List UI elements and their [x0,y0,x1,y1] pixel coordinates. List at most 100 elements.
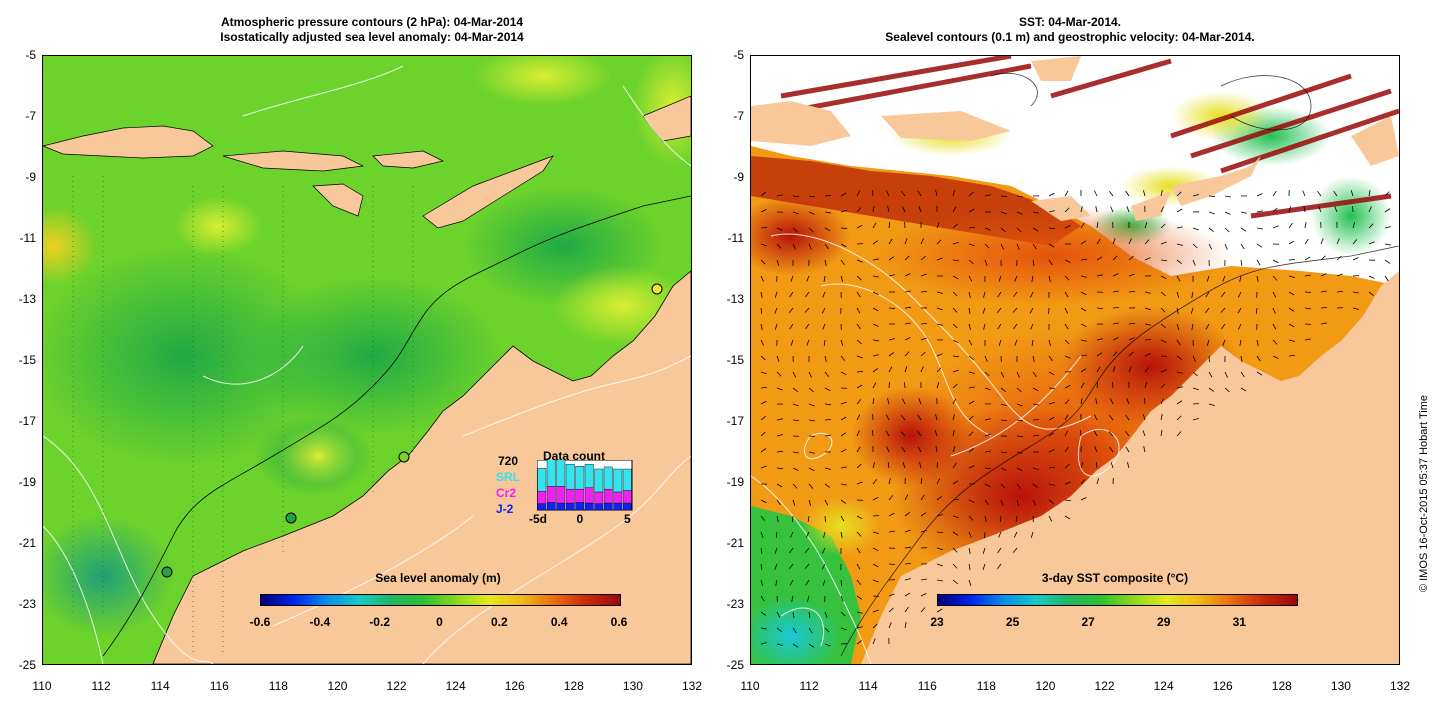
right-lon-tick: 128 [1271,679,1292,693]
velocity-arrow [760,275,764,282]
velocity-arrow [888,593,895,597]
imos-credit: © IMOS 16-Oct-2015 05:37 Hobart Time [1418,395,1430,593]
velocity-arrow [774,307,778,314]
velocity-arrow [776,434,783,437]
velocity-arrow [776,227,783,231]
velocity-arrow [808,467,815,472]
velocity-arrow [808,403,815,407]
velocity-arrow [1080,240,1087,245]
sla-colorbar-tick: 0.6 [610,615,628,629]
velocity-arrow [872,354,879,357]
velocity-arrow [1032,403,1039,406]
velocity-arrow [1304,307,1311,310]
right-lat-tick: -5 [733,48,744,62]
velocity-arrow [917,414,922,421]
velocity-arrow [1112,381,1114,389]
velocity-arrow [1303,206,1306,213]
velocity-arrow [1096,274,1103,277]
cr2-bar [556,486,566,504]
right-lon-tick: 118 [976,679,996,693]
velocity-arrow [920,494,925,501]
velocity-arrow [1112,307,1120,309]
srl-bar [603,466,613,490]
velocity-arrow [936,531,944,533]
velocity-arrow [1032,467,1039,471]
velocity-arrow [808,243,812,250]
velocity-arrow [808,419,815,422]
velocity-arrow [1048,339,1051,346]
sst-colorbar-tick: 23 [930,615,944,629]
velocity-arrow [1095,398,1098,405]
velocity-arrow [760,547,763,554]
velocity-arrow [1032,243,1037,250]
velocity-arrow [936,461,938,469]
velocity-arrow [824,499,829,506]
velocity-arrow [952,515,959,518]
velocity-arrow [823,531,826,538]
velocity-arrow [1384,226,1391,229]
velocity-arrow [790,275,794,282]
velocity-arrow [1205,323,1210,330]
velocity-arrow [1334,206,1338,213]
velocity-arrow [1160,430,1163,437]
velocity-arrow [760,323,763,330]
cr2-bar [594,491,604,504]
velocity-arrow [936,579,943,582]
velocity-arrow [808,643,815,648]
left-lon-tick: 110 [32,679,52,693]
velocity-arrow [872,496,879,501]
sla-colorbar [260,594,621,606]
velocity-arrow [885,414,890,421]
velocity-arrow [1256,243,1263,248]
sst-colorbar-tick: 31 [1232,615,1246,629]
velocity-arrow [1160,414,1163,421]
left-panel-title: Atmospheric pressure contours (2 hPa): 0… [142,15,602,45]
velocity-arrow [1015,515,1018,522]
tide-gauge [398,451,410,463]
velocity-arrow [983,323,986,330]
velocity-arrow [788,563,794,569]
velocity-arrow [856,640,863,645]
velocity-arrow [888,512,895,517]
velocity-arrow [952,190,956,197]
velocity-arrow [968,431,974,437]
velocity-arrow [952,307,958,313]
right-lat-tick: -13 [726,292,744,306]
velocity-arrow [1143,446,1146,453]
velocity-arrow [1176,191,1182,197]
velocity-arrow [1224,387,1230,393]
velocity-arrow [792,195,800,198]
velocity-arrow [920,607,926,613]
velocity-arrow [1000,499,1004,506]
velocity-arrow [1064,323,1069,330]
velocity-arrow [760,307,763,315]
velocity-arrow [840,259,845,266]
velocity-arrow [1368,275,1375,279]
velocity-arrow [792,643,799,648]
velocity-arrow [1176,323,1180,330]
velocity-arrow [824,483,831,488]
sla-low-region [43,246,333,466]
velocity-arrow [1144,239,1150,245]
velocity-arrow [984,515,987,522]
velocity-arrow [760,642,767,645]
data-count-xtick: 0 [576,512,584,526]
velocity-arrow [1048,243,1055,248]
velocity-arrow [952,414,955,421]
velocity-arrow [1205,291,1210,298]
velocity-arrow [968,323,971,330]
velocity-arrow [1048,371,1055,376]
left-lon-tick: 112 [91,679,111,693]
velocity-arrow [918,206,922,213]
velocity-arrow [1014,275,1018,282]
velocity-arrow [1112,322,1119,325]
velocity-arrow [1288,240,1295,245]
velocity-arrow [824,611,828,618]
sumba-island [312,183,364,217]
left-lon-tick: 124 [445,679,466,693]
velocity-arrow [856,531,862,537]
velocity-arrow [790,339,794,346]
velocity-arrow [920,512,927,517]
velocity-arrow [1032,211,1039,214]
velocity-arrow [824,643,831,647]
